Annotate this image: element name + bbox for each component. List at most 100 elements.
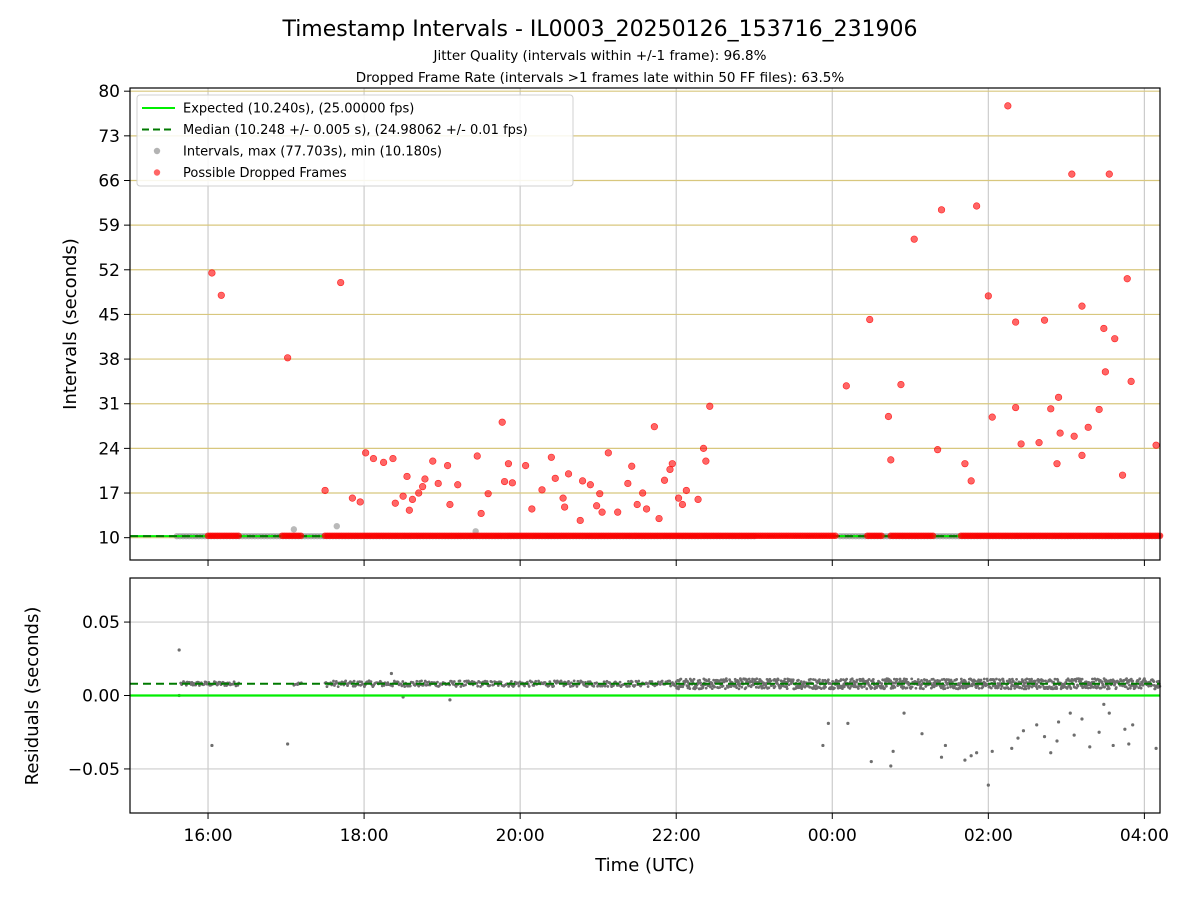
dropped-frame-point: [614, 508, 622, 516]
residual-point: [547, 684, 551, 688]
residual-point: [841, 687, 844, 691]
dropped-frame-point: [547, 453, 555, 461]
residual-point: [725, 679, 729, 683]
bottom-y-tick-label: 0.05: [82, 613, 120, 633]
dropped-frame-point: [389, 454, 397, 463]
dropped-frame-point: [551, 474, 559, 482]
residual-point: [603, 684, 607, 688]
residual-point: [581, 680, 584, 684]
dropped-frame-point: [884, 412, 893, 421]
bottom-axis-ticks: 16:00 18:00 20:00 22:00 00:00 02:00 04:00 0.05 0…: [68, 613, 1169, 846]
residual-point: [863, 685, 866, 688]
residual-point: [523, 684, 526, 688]
residual-point: [344, 679, 348, 683]
residual-point: [998, 679, 1002, 682]
dropped-frame-point: [1047, 405, 1055, 413]
dropped-frame-point: [477, 509, 485, 518]
residual-outlier-point: [846, 721, 850, 726]
residual-point: [949, 678, 953, 682]
dropped-frame-point: [208, 269, 216, 277]
residual-point: [839, 678, 843, 681]
residual-point: [627, 684, 631, 688]
dropped-frame-point: [655, 514, 663, 523]
residual-point: [905, 677, 908, 681]
dropped-frame-point: [887, 456, 895, 464]
residual-point: [999, 687, 1003, 690]
residual-point: [737, 680, 740, 683]
residual-point: [818, 678, 821, 682]
residual-point: [606, 684, 610, 688]
dropped-frame-point: [596, 490, 604, 498]
residual-point: [733, 677, 737, 681]
residual-point: [968, 684, 972, 688]
residual-point: [1002, 679, 1005, 683]
residual-point: [951, 680, 954, 684]
residual-point: [1107, 687, 1111, 690]
dropped-frame-point: [500, 477, 509, 486]
residual-point: [875, 686, 878, 690]
x-axis-label: Time (UTC): [594, 855, 695, 876]
residual-point: [1131, 679, 1135, 683]
residual-point: [708, 685, 712, 689]
residual-outlier-point: [389, 671, 394, 676]
x-tick-label: 18:00: [340, 826, 389, 846]
dropped-frame-point: [369, 454, 378, 463]
dropped-frame-point: [1118, 471, 1127, 479]
bottom-y-tick-label: −0.05: [68, 760, 120, 780]
residual-point: [986, 679, 989, 683]
dropped-frame-point: [421, 475, 429, 483]
dropped-frame-point: [1004, 102, 1012, 110]
residual-point: [452, 680, 456, 683]
residual-point: [914, 686, 918, 690]
residual-outlier-point: [986, 783, 990, 787]
residual-outlier-point: [1097, 730, 1101, 734]
residual-outlier-point: [891, 749, 895, 753]
legend-box: [136, 94, 574, 187]
dropped-frame-point: [973, 202, 981, 210]
residual-point: [517, 684, 521, 688]
residual-point: [841, 678, 845, 682]
dropped-frame-point: [473, 452, 481, 460]
residual-outlier-point: [1111, 743, 1115, 748]
residual-point: [1139, 686, 1143, 690]
residual-outlier-point: [1068, 711, 1072, 715]
residual-point: [475, 681, 479, 685]
residual-point: [668, 679, 672, 683]
dropped-frame-point: [694, 495, 702, 504]
residual-point: [977, 686, 981, 690]
x-tick-label: 04:00: [1120, 826, 1169, 846]
residual-point: [679, 677, 683, 681]
residual-outlier-point: [1107, 711, 1111, 715]
residual-point: [856, 687, 860, 690]
dropped-frame-point: [642, 505, 651, 513]
residual-outlier-point: [1154, 746, 1158, 750]
residual-point: [527, 685, 531, 688]
residual-point: [1124, 685, 1128, 689]
residual-point: [713, 685, 717, 689]
residual-point: [476, 684, 480, 688]
residual-point: [747, 677, 751, 681]
dropped-frame-point: [878, 532, 885, 540]
dropped-frame-point: [528, 505, 536, 513]
residual-point: [391, 684, 394, 688]
bottom-y-axis-label: Residuals (seconds): [22, 607, 43, 786]
residual-point: [232, 680, 236, 684]
residual-point: [627, 680, 630, 683]
residual-outlier-point: [826, 721, 830, 726]
residual-outlier-point: [1131, 723, 1135, 727]
residual-point: [958, 683, 961, 687]
residual-point: [785, 687, 789, 691]
residual-point: [797, 678, 800, 682]
residual-point: [910, 685, 914, 689]
residual-point: [767, 686, 771, 690]
residual-point: [738, 682, 742, 686]
residual-point: [688, 687, 692, 690]
residual-point: [989, 686, 993, 690]
residual-point: [1103, 685, 1106, 689]
residual-point: [1069, 687, 1073, 690]
residual-point: [949, 685, 952, 689]
residual-point: [408, 684, 412, 688]
residual-point: [710, 687, 714, 691]
residual-point: [633, 683, 637, 687]
residual-point: [1113, 682, 1117, 686]
